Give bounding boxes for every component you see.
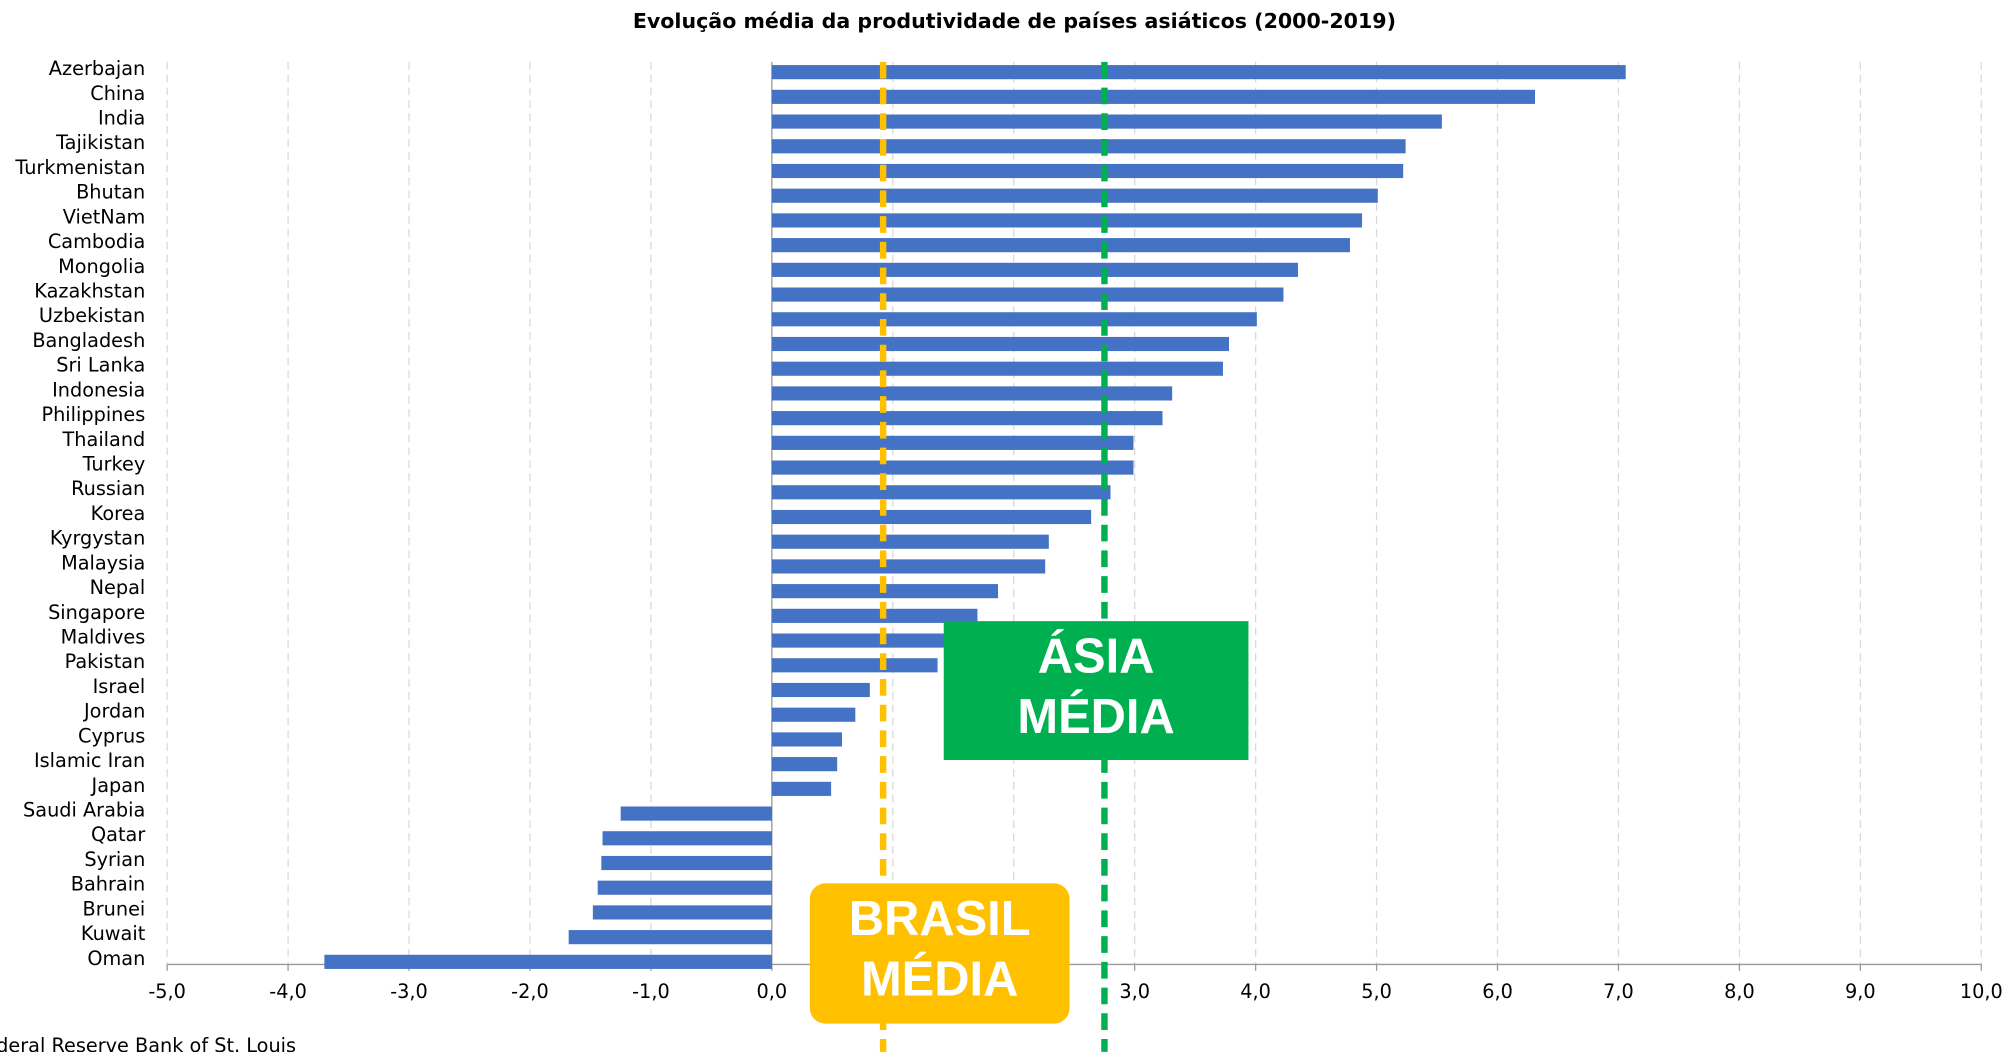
y-tick-label: China <box>90 82 145 105</box>
y-tick-label: Philippines <box>41 403 145 426</box>
bar <box>601 855 772 871</box>
y-tick-label: Thailand <box>62 428 146 451</box>
bar <box>597 880 772 895</box>
bar <box>771 633 966 648</box>
y-tick-label: Tajikistan <box>55 131 145 154</box>
x-tick-label: 9,0 <box>1845 980 1876 1003</box>
bar <box>771 608 978 623</box>
x-tick-label: -1,0 <box>632 980 670 1003</box>
source: Federal Reserve Bank of St. Louis <box>0 1034 296 1052</box>
y-tick-label: Jordan <box>83 700 145 723</box>
bar <box>771 534 1049 549</box>
bar <box>771 188 1378 203</box>
bar <box>771 757 838 772</box>
bar <box>771 386 1173 401</box>
bar <box>602 831 772 846</box>
y-tick-label: Sri Lanka <box>56 354 145 377</box>
bar <box>771 89 1536 104</box>
x-tick-label: -3,0 <box>390 980 428 1003</box>
x-tick-label: -2,0 <box>511 980 549 1003</box>
y-tick-label: Japan <box>91 774 146 797</box>
y-tick-label: Bhutan <box>76 181 145 204</box>
bar <box>771 559 1046 574</box>
y-tick-label: Indonesia <box>52 378 145 401</box>
y-tick-label: VietNam <box>63 205 146 228</box>
y-tick-label: Korea <box>91 502 146 525</box>
bar <box>771 262 1298 277</box>
y-tick-label: Brunei <box>83 897 146 920</box>
bar <box>771 312 1257 327</box>
bar <box>771 213 1363 228</box>
bar <box>592 905 772 920</box>
annotation-box <box>943 621 1249 760</box>
y-tick-label: Pakistan <box>65 650 146 673</box>
x-tick-label: 6,0 <box>1482 980 1513 1003</box>
bar <box>771 707 856 722</box>
y-tick-label: Israel <box>93 675 146 698</box>
bar <box>771 65 1626 80</box>
y-tick-label: Turkmenistan <box>14 156 145 179</box>
x-tick-label: 10,0 <box>1960 980 2003 1003</box>
x-tick-label: 0,0 <box>757 980 788 1003</box>
y-tick-label: Kazakhstan <box>34 280 145 303</box>
annotation-label: ÁSIA <box>1038 630 1155 684</box>
bar <box>771 460 1134 475</box>
y-tick-label: Azerbajan <box>49 57 145 80</box>
y-tick-label: Nepal <box>90 576 146 599</box>
bar <box>771 361 1223 376</box>
bar <box>771 485 1111 500</box>
bar <box>620 806 772 821</box>
x-tick-label: 5,0 <box>1361 980 1392 1003</box>
y-tick-label: Kuwait <box>81 922 146 945</box>
bar <box>771 781 832 796</box>
y-tick-label: India <box>98 107 145 130</box>
bar <box>771 336 1230 352</box>
annotation-box <box>809 883 1070 1024</box>
y-tick-label: Malaysia <box>61 551 145 574</box>
x-tick-label: 7,0 <box>1603 980 1634 1003</box>
bar <box>771 238 1350 253</box>
x-tick-label: -5,0 <box>148 980 186 1003</box>
x-tick-label: 3,0 <box>1119 980 1150 1003</box>
y-tick-label: Islamic Iran <box>34 749 145 772</box>
y-tick-label: Maldives <box>61 626 146 649</box>
bar <box>771 163 1404 179</box>
y-tick-label: Oman <box>87 947 145 970</box>
y-tick-label: Saudi Arabia <box>23 799 145 822</box>
x-tick-label: 8,0 <box>1724 980 1755 1003</box>
y-tick-label: Syrian <box>84 848 145 871</box>
y-tick-label: Qatar <box>91 823 145 846</box>
y-tick-label: Cyprus <box>78 724 145 747</box>
bar <box>771 732 843 747</box>
x-tick-label: 4,0 <box>1240 980 1271 1003</box>
chart-title: Evolução média da produtividade de paíse… <box>633 9 1396 33</box>
annotation-label: MÉDIA <box>1017 690 1174 744</box>
y-tick-label: Uzbekistan <box>39 304 145 327</box>
y-tick-label: Bahrain <box>71 873 146 896</box>
bar <box>771 411 1163 426</box>
y-tick-label: Mongolia <box>58 255 145 278</box>
annotation-label: BRASIL <box>849 892 1031 946</box>
x-tick-label: -4,0 <box>269 980 307 1003</box>
bar <box>771 435 1134 450</box>
bar <box>771 287 1284 302</box>
y-tick-label: Singapore <box>48 601 145 624</box>
y-tick-label: Turkey <box>82 452 146 475</box>
y-tick-label: Kyrgystan <box>50 527 145 550</box>
bar <box>771 509 1092 525</box>
bar <box>324 954 772 969</box>
y-tick-label: Cambodia <box>48 230 145 253</box>
annotation-label: MÉDIA <box>861 952 1018 1006</box>
bar <box>771 658 938 673</box>
bar <box>568 930 772 945</box>
y-tick-label: Bangladesh <box>32 329 145 352</box>
y-tick-label: Russian <box>71 477 145 500</box>
bar <box>771 682 870 698</box>
bar <box>771 139 1406 154</box>
